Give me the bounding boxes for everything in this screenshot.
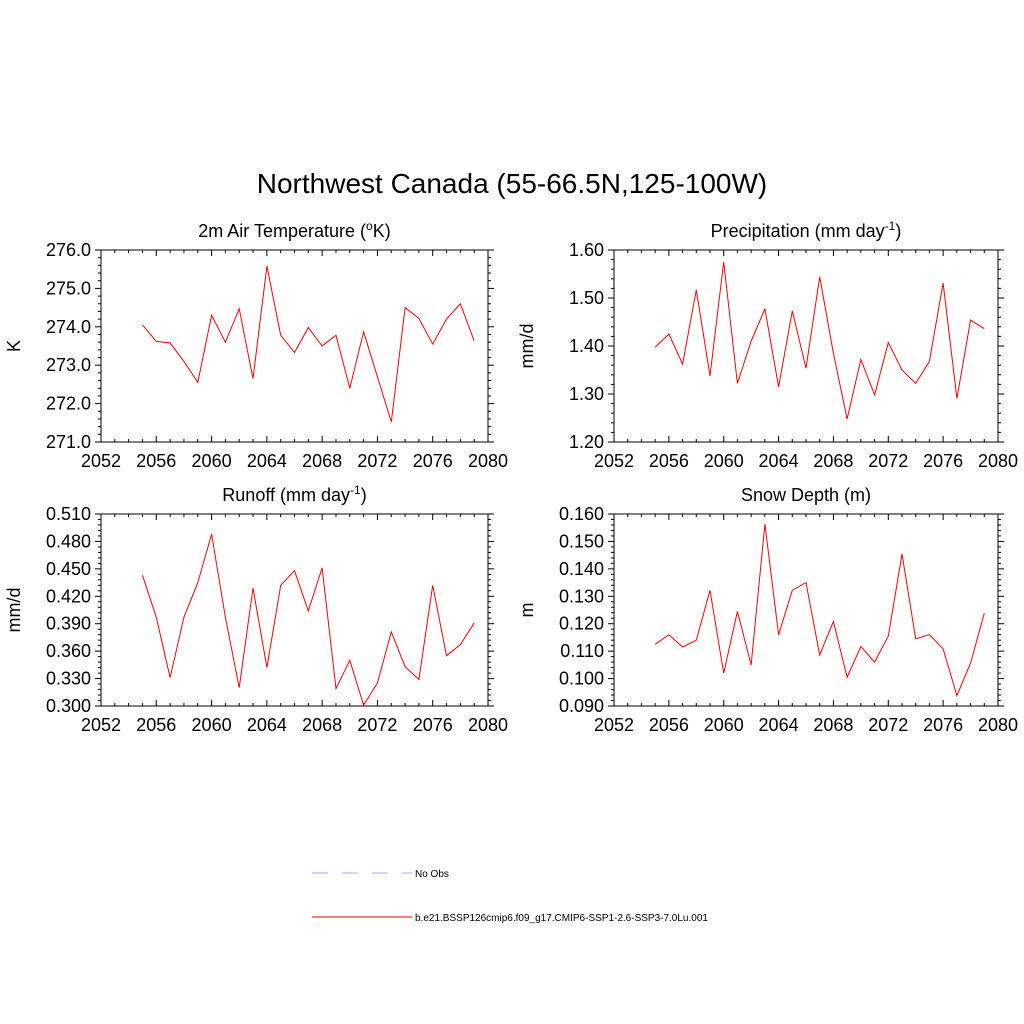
x-tick-label: 2056 <box>649 715 689 735</box>
y-tick-label: 0.140 <box>559 559 604 579</box>
panel-title: Snow Depth (m) <box>741 485 871 505</box>
panel-title-text: Precipitation (mm day <box>711 221 885 241</box>
x-tick-label: 2072 <box>357 715 397 735</box>
x-tick-label: 2052 <box>594 715 634 735</box>
panel-air-temperature: 2m Air Temperature (oK) K 2052 2056 2060 2064… <box>4 219 508 471</box>
x-tick-label: 2064 <box>759 451 799 471</box>
panel-snow-depth: Snow Depth (m) m 2052 2056 2060 2064 2068 2072 2… <box>517 485 1018 735</box>
x-tick-label: 2060 <box>704 451 744 471</box>
y-tick-label: 0.110 <box>560 641 604 661</box>
panel-runoff: Runoff (mm day-1) mm/d 2052 2056 2060 2064 206… <box>4 483 508 735</box>
plot-frame <box>100 513 489 707</box>
y-tick-label: 0.480 <box>46 531 91 551</box>
x-tick-label: 2056 <box>136 715 176 735</box>
series-line <box>142 266 475 423</box>
x-tick-label: 2060 <box>192 715 232 735</box>
y-tick-label: 0.130 <box>559 586 604 606</box>
x-tick-label: 2076 <box>413 715 453 735</box>
panel-title-text-end: K) <box>373 221 391 241</box>
y-tick-label: 0.100 <box>559 669 604 689</box>
x-tick-label: 2060 <box>704 715 744 735</box>
series-line <box>654 261 985 420</box>
y-tick-label: 0.300 <box>46 696 91 716</box>
x-tick-label: 2060 <box>192 451 232 471</box>
panel-title-superscript: -1 <box>350 483 361 497</box>
y-tick-label: 0.330 <box>46 669 91 689</box>
y-tick-label: 0.390 <box>46 614 91 634</box>
y-axis-label: mm/d <box>4 588 24 633</box>
y-tick-label: 0.150 <box>559 531 604 551</box>
series-line <box>142 533 475 707</box>
panel-precipitation: Precipitation (mm day-1) mm/d 2052 2056 2060… <box>517 219 1018 471</box>
plot-frame <box>100 249 489 443</box>
y-tick-label: 274.0 <box>46 317 91 337</box>
x-tick-label: 2052 <box>81 451 121 471</box>
plot-frame <box>613 513 999 707</box>
x-tick-label: 2064 <box>247 451 287 471</box>
legend-label-no-obs: No Obs <box>415 869 449 880</box>
series-line <box>654 524 985 698</box>
y-tick-label: 0.510 <box>46 504 91 524</box>
y-tick-label: 1.40 <box>569 336 604 356</box>
x-tick-label: 2080 <box>468 715 508 735</box>
y-tick-label: 276.0 <box>46 240 91 260</box>
x-tick-label: 2052 <box>594 451 634 471</box>
panel-title-superscript: -1 <box>885 219 896 233</box>
panel-title: Precipitation (mm day-1) <box>711 219 902 241</box>
y-tick-label: 0.090 <box>559 696 604 716</box>
panel-title: 2m Air Temperature (oK) <box>198 219 390 241</box>
panel-title-text-end: ) <box>361 485 367 505</box>
x-tick-label: 2052 <box>81 715 121 735</box>
y-axis-label: K <box>4 340 24 352</box>
y-tick-label: 1.20 <box>569 432 604 452</box>
y-tick-label: 0.160 <box>559 504 604 524</box>
x-tick-label: 2080 <box>978 715 1018 735</box>
x-tick-label: 2080 <box>978 451 1018 471</box>
x-tick-label: 2056 <box>136 451 176 471</box>
y-tick-label: 1.60 <box>569 240 604 260</box>
y-tick-label: 1.50 <box>569 288 604 308</box>
x-tick-label: 2072 <box>357 451 397 471</box>
panel-title-text: 2m Air Temperature ( <box>198 221 366 241</box>
y-tick-label: 0.420 <box>46 586 91 606</box>
panel-title-text-end: ) <box>895 221 901 241</box>
y-tick-label: 0.120 <box>559 614 604 634</box>
y-tick-label: 1.30 <box>569 384 604 404</box>
x-tick-label: 2068 <box>813 715 853 735</box>
x-tick-label: 2076 <box>923 715 963 735</box>
figure-title: Northwest Canada (55-66.5N,125-100W) <box>256 168 768 199</box>
x-tick-label: 2068 <box>813 451 853 471</box>
y-axis-label: mm/d <box>517 324 537 369</box>
plot-frame <box>613 249 999 443</box>
x-tick-label: 2072 <box>868 715 908 735</box>
y-axis-label: m <box>517 603 537 618</box>
x-tick-label: 2064 <box>759 715 799 735</box>
x-tick-label: 2064 <box>247 715 287 735</box>
panel-title-superscript: o <box>366 219 373 233</box>
panel-title: Runoff (mm day-1) <box>222 483 366 505</box>
x-tick-label: 2056 <box>649 451 689 471</box>
x-tick-label: 2080 <box>468 451 508 471</box>
legend-label-model: b.e21.BSSP126cmip6.f09_g17.CMIP6-SSP1-2.… <box>415 913 708 924</box>
y-tick-label: 0.450 <box>46 559 91 579</box>
panel-title-text: Snow Depth (m) <box>741 485 871 505</box>
y-tick-label: 0.360 <box>46 641 91 661</box>
legend: No Obs b.e21.BSSP126cmip6.f09_g17.CMIP6-… <box>312 869 708 924</box>
x-tick-label: 2068 <box>302 715 342 735</box>
y-tick-label: 271.0 <box>46 432 91 452</box>
panel-title-text: Runoff (mm day <box>222 485 350 505</box>
y-tick-label: 273.0 <box>46 355 91 375</box>
x-tick-label: 2076 <box>413 451 453 471</box>
y-tick-label: 275.0 <box>46 278 91 298</box>
x-tick-label: 2068 <box>302 451 342 471</box>
x-tick-label: 2076 <box>923 451 963 471</box>
x-tick-label: 2072 <box>868 451 908 471</box>
y-tick-label: 272.0 <box>46 394 91 414</box>
